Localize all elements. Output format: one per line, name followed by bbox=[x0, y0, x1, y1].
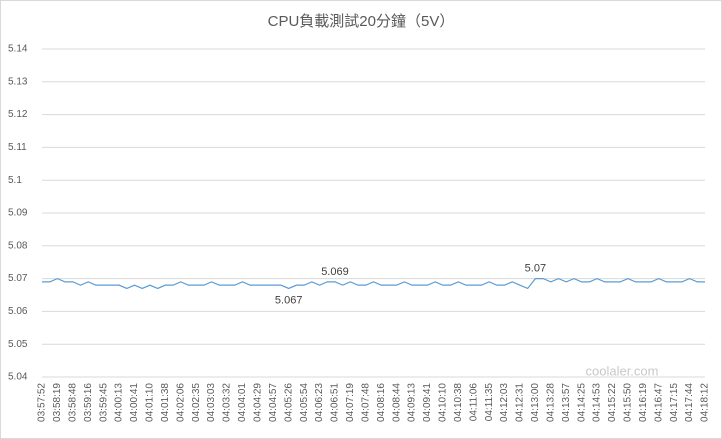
x-tick-label: 04:04:01 bbox=[237, 383, 248, 422]
x-tick-label: 04:14:53 bbox=[592, 383, 603, 422]
chart-title: CPU負載測試20分鐘（5V） bbox=[268, 13, 455, 30]
y-tick-label: 5.1 bbox=[8, 175, 22, 186]
x-tick-label: 04:06:23 bbox=[314, 383, 325, 422]
x-tick-label: 04:12:03 bbox=[499, 383, 510, 422]
x-tick-label: 04:04:29 bbox=[253, 383, 264, 422]
x-tick-label: 04:00:41 bbox=[129, 383, 140, 422]
x-tick-label: 04:15:50 bbox=[623, 383, 634, 422]
y-tick-label: 5.12 bbox=[8, 109, 28, 120]
x-tick-label: 04:09:41 bbox=[422, 383, 433, 422]
x-tick-label: 03:59:45 bbox=[98, 383, 109, 422]
y-tick-label: 5.11 bbox=[8, 142, 27, 153]
x-tick-label: 04:12:31 bbox=[515, 383, 526, 422]
data-label: 5.07 bbox=[525, 263, 546, 275]
x-tick-label: 04:11:06 bbox=[468, 383, 479, 422]
data-label: 5.069 bbox=[321, 266, 349, 278]
y-tick-label: 5.07 bbox=[8, 273, 28, 284]
x-tick-label: 04:00:13 bbox=[114, 383, 125, 422]
x-tick-label: 04:07:19 bbox=[345, 383, 356, 422]
x-tick-label: 04:17:15 bbox=[669, 383, 680, 422]
x-tick-label: 04:01:38 bbox=[160, 383, 171, 422]
data-line bbox=[42, 277, 705, 290]
y-tick-label: 5.14 bbox=[8, 44, 28, 55]
y-tick-label: 5.13 bbox=[8, 76, 28, 87]
y-tick-label: 5.04 bbox=[8, 372, 28, 383]
x-tick-label: 04:13:57 bbox=[561, 383, 572, 422]
x-tick-label: 03:59:16 bbox=[83, 383, 94, 422]
x-tick-label: 03:57:52 bbox=[37, 383, 48, 422]
x-tick-label: 03:58:19 bbox=[52, 383, 63, 422]
x-tick-label: 04:09:13 bbox=[407, 383, 418, 422]
x-tick-label: 04:06:51 bbox=[330, 383, 341, 422]
x-tick-label: 04:14:25 bbox=[576, 383, 587, 422]
x-tick-label: 04:16:19 bbox=[638, 383, 649, 422]
x-tick-label: 04:13:00 bbox=[530, 383, 541, 422]
x-tick-label: 04:08:16 bbox=[376, 383, 387, 422]
y-tick-label: 5.05 bbox=[8, 339, 28, 350]
x-tick-label: 03:58:48 bbox=[67, 383, 78, 422]
x-tick-label: 04:03:03 bbox=[206, 383, 217, 422]
x-tick-label: 04:05:26 bbox=[283, 383, 294, 422]
x-tick-label: 04:13:28 bbox=[545, 383, 556, 422]
x-tick-label: 04:16:47 bbox=[653, 383, 664, 422]
x-tick-label: 04:15:22 bbox=[607, 383, 618, 422]
data-label: 5.067 bbox=[275, 294, 303, 306]
x-tick-label: 04:08:44 bbox=[391, 383, 402, 422]
x-tick-label: 04:11:35 bbox=[484, 383, 495, 422]
x-tick-label: 04:05:54 bbox=[299, 383, 310, 422]
y-tick-label: 5.06 bbox=[8, 306, 28, 317]
x-tick-label: 04:18:12 bbox=[700, 383, 711, 422]
x-tick-label: 04:02:06 bbox=[175, 383, 186, 422]
x-tick-label: 04:01:10 bbox=[145, 383, 156, 422]
x-tick-label: 04:07:48 bbox=[360, 383, 371, 422]
x-tick-label: 04:04:57 bbox=[268, 383, 279, 422]
x-tick-label: 04:17:44 bbox=[684, 383, 695, 422]
watermark: coolaler.com bbox=[586, 363, 659, 378]
x-tick-label: 04:03:32 bbox=[222, 383, 233, 422]
x-tick-label: 04:10:38 bbox=[453, 383, 464, 422]
y-tick-label: 5.09 bbox=[8, 208, 28, 219]
x-tick-label: 04:10:10 bbox=[438, 383, 449, 422]
y-tick-label: 5.08 bbox=[8, 240, 28, 251]
x-tick-label: 04:02:35 bbox=[191, 383, 202, 422]
